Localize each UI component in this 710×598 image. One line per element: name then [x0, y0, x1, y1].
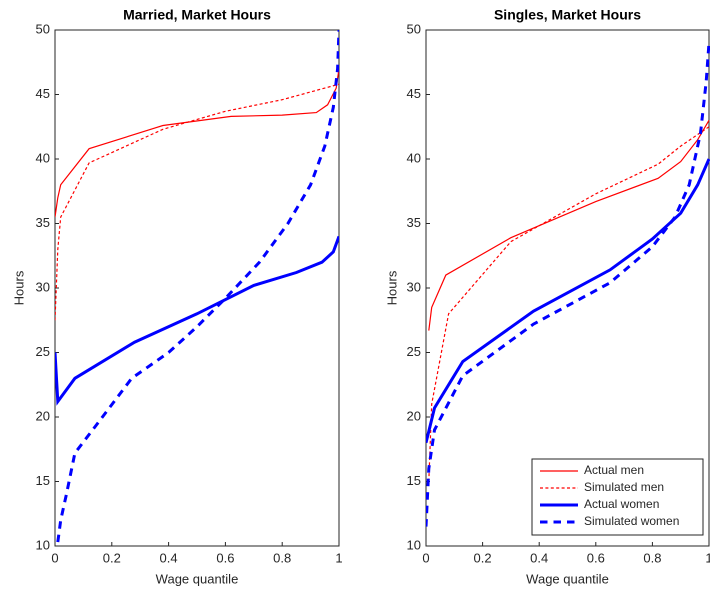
x-axis-label: Wage quantile: [156, 571, 239, 586]
x-tick-label: 1: [705, 550, 710, 565]
chart-title: Singles, Market Hours: [494, 7, 641, 23]
y-tick-label: 30: [36, 279, 50, 294]
y-tick-label: 10: [407, 537, 421, 552]
series-group: [426, 42, 710, 527]
y-tick-label: 15: [407, 473, 421, 488]
y-tick-label: 30: [407, 279, 421, 294]
x-tick-label: 0.8: [643, 550, 661, 565]
y-tick-label: 40: [407, 150, 421, 165]
y-tick-label: 10: [36, 537, 50, 552]
x-tick-label: 0.2: [103, 550, 121, 565]
x-tick-label: 0: [51, 550, 58, 565]
series-group: [55, 30, 339, 543]
series-line: [428, 126, 710, 482]
y-tick-label: 35: [407, 215, 421, 230]
y-tick-label: 40: [36, 150, 50, 165]
y-axis-label: Hours: [11, 270, 26, 305]
series-line: [55, 235, 339, 406]
legend-label: Simulated women: [584, 514, 679, 528]
legend-label: Simulated men: [584, 480, 664, 494]
y-tick-label: 45: [407, 86, 421, 101]
axes-box: [425, 29, 710, 547]
series-line: [55, 83, 339, 321]
x-tick-label: 0.6: [216, 550, 234, 565]
y-tick-label: 15: [36, 473, 50, 488]
x-axis-label: Wage quantile: [526, 571, 609, 586]
x-tick-label: 0.4: [160, 550, 178, 565]
legend-box: [531, 458, 704, 536]
series-line: [56, 30, 339, 543]
x-tick-label: 0.4: [530, 550, 548, 565]
y-tick-label: 50: [36, 21, 50, 36]
series-line: [426, 42, 710, 527]
legend-label: Actual men: [584, 463, 644, 477]
series-line: [426, 158, 710, 444]
series-line: [428, 119, 710, 331]
x-tick-label: 1: [335, 550, 342, 565]
y-axis-label: Hours: [384, 270, 399, 305]
y-tick-label: 20: [407, 408, 421, 423]
x-tick-label: 0.2: [474, 550, 492, 565]
y-tick-label: 35: [36, 215, 50, 230]
axes-box: [54, 29, 340, 547]
x-tick-label: 0.8: [273, 550, 291, 565]
y-tick-label: 25: [407, 344, 421, 359]
y-tick-label: 45: [36, 86, 50, 101]
panel: Married, Market Hours Wage quantile Hours 1…: [11, 7, 342, 587]
y-tick-label: 50: [407, 21, 421, 36]
legend-label: Actual women: [584, 497, 659, 511]
y-tick-label: 25: [36, 344, 50, 359]
panel: Singles, Market Hours Wage quantile Hours 1…: [384, 7, 710, 586]
series-line: [55, 68, 339, 218]
x-tick-label: 0: [422, 550, 429, 565]
x-tick-label: 0.6: [587, 550, 605, 565]
chart-title: Married, Market Hours: [123, 7, 271, 23]
y-tick-label: 20: [36, 408, 50, 423]
